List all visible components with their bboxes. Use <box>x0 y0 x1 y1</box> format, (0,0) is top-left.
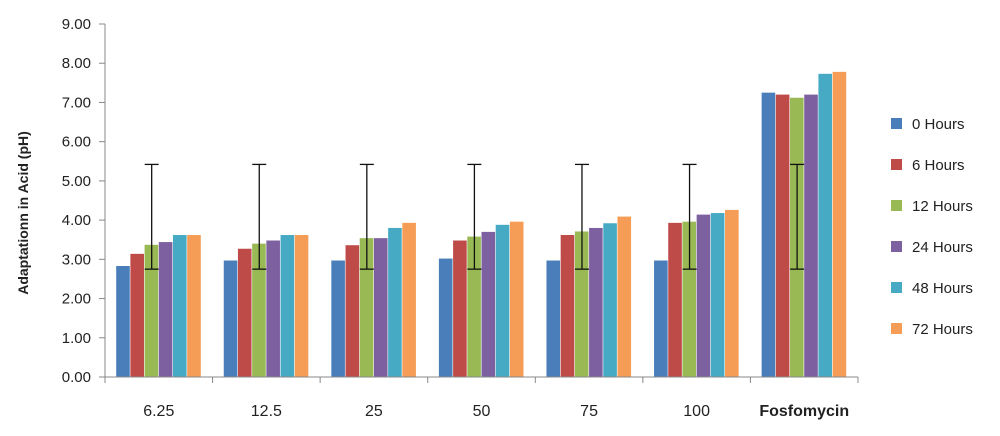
bar <box>761 92 776 377</box>
bar <box>252 243 266 377</box>
legend-swatch <box>891 159 902 170</box>
axes <box>104 24 859 383</box>
bar <box>266 240 280 377</box>
bar <box>546 260 561 377</box>
y-tick-label: 4.00 <box>62 212 91 229</box>
y-axis-label: Adaptationn in Acid (pH) <box>15 131 31 295</box>
x-category-label: 75 <box>580 403 598 420</box>
bar <box>280 235 295 377</box>
bar <box>116 266 130 377</box>
legend-label: 48 Hours <box>912 280 973 297</box>
x-category-label: 25 <box>365 403 383 420</box>
bar <box>696 214 711 377</box>
bar <box>144 244 159 377</box>
bar <box>560 235 575 377</box>
bar <box>172 235 187 377</box>
y-tick-label: 2.00 <box>62 291 91 308</box>
legend-swatch <box>891 241 902 252</box>
bar <box>438 258 453 377</box>
bar <box>402 222 416 377</box>
bar <box>294 235 309 377</box>
bar <box>725 209 739 377</box>
y-tick-label: 8.00 <box>62 55 91 72</box>
y-axis-ticks: 0.00 1.00 2.00 3.00 4.00 5.00 6.00 7.00 8.00 9.00 <box>62 16 105 386</box>
legend-label: 6 Hours <box>912 157 965 174</box>
legend-label: 12 Hours <box>912 198 973 215</box>
bar <box>331 260 345 377</box>
x-category-label: Fosfomycin <box>759 403 849 420</box>
legend-swatch <box>891 118 902 129</box>
legend: 0 Hours 6 Hours 12 Hours 24 Hours 48 Hours 72… <box>891 116 973 338</box>
bar <box>617 216 632 377</box>
bar <box>668 222 682 377</box>
bar <box>818 73 833 377</box>
x-category-label: 100 <box>683 403 710 420</box>
bar <box>453 240 467 377</box>
bars <box>116 71 847 378</box>
y-tick-label: 0.00 <box>62 369 91 386</box>
legend-label: 24 Hours <box>912 239 973 256</box>
x-category-label: 50 <box>473 403 491 420</box>
x-axis-labels: 6.25 12.5 25 50 75 100 Fosfomycin <box>143 403 849 420</box>
legend-swatch <box>891 282 902 293</box>
bar <box>603 223 617 377</box>
bar <box>832 71 847 378</box>
y-tick-label: 7.00 <box>62 94 91 111</box>
x-category-label: 6.25 <box>143 403 174 420</box>
bar <box>467 236 481 377</box>
y-tick-label: 1.00 <box>62 330 91 347</box>
bar <box>158 242 173 377</box>
bar <box>373 238 388 377</box>
bar <box>359 238 374 377</box>
x-category-label: 12.5 <box>251 403 282 420</box>
bar <box>187 235 201 377</box>
bar <box>345 245 360 377</box>
bar <box>481 231 496 377</box>
bar <box>130 253 144 377</box>
bar <box>804 94 818 377</box>
legend-label: 72 Hours <box>912 321 973 338</box>
error-bars <box>144 163 805 270</box>
bar <box>682 221 697 377</box>
bar <box>710 213 725 377</box>
bar <box>775 94 790 377</box>
y-tick-label: 5.00 <box>62 173 91 190</box>
y-tick-label: 9.00 <box>62 16 91 33</box>
legend-swatch <box>891 323 902 334</box>
bar <box>589 227 603 377</box>
bar <box>495 224 510 377</box>
bar <box>388 227 402 377</box>
legend-label: 0 Hours <box>912 116 965 133</box>
y-tick-label: 6.00 <box>62 134 91 151</box>
bar <box>237 248 252 377</box>
bar <box>223 260 238 377</box>
y-tick-label: 3.00 <box>62 251 91 268</box>
bar <box>509 221 524 377</box>
legend-swatch <box>891 200 902 211</box>
bar <box>574 231 589 377</box>
bar <box>654 260 668 377</box>
